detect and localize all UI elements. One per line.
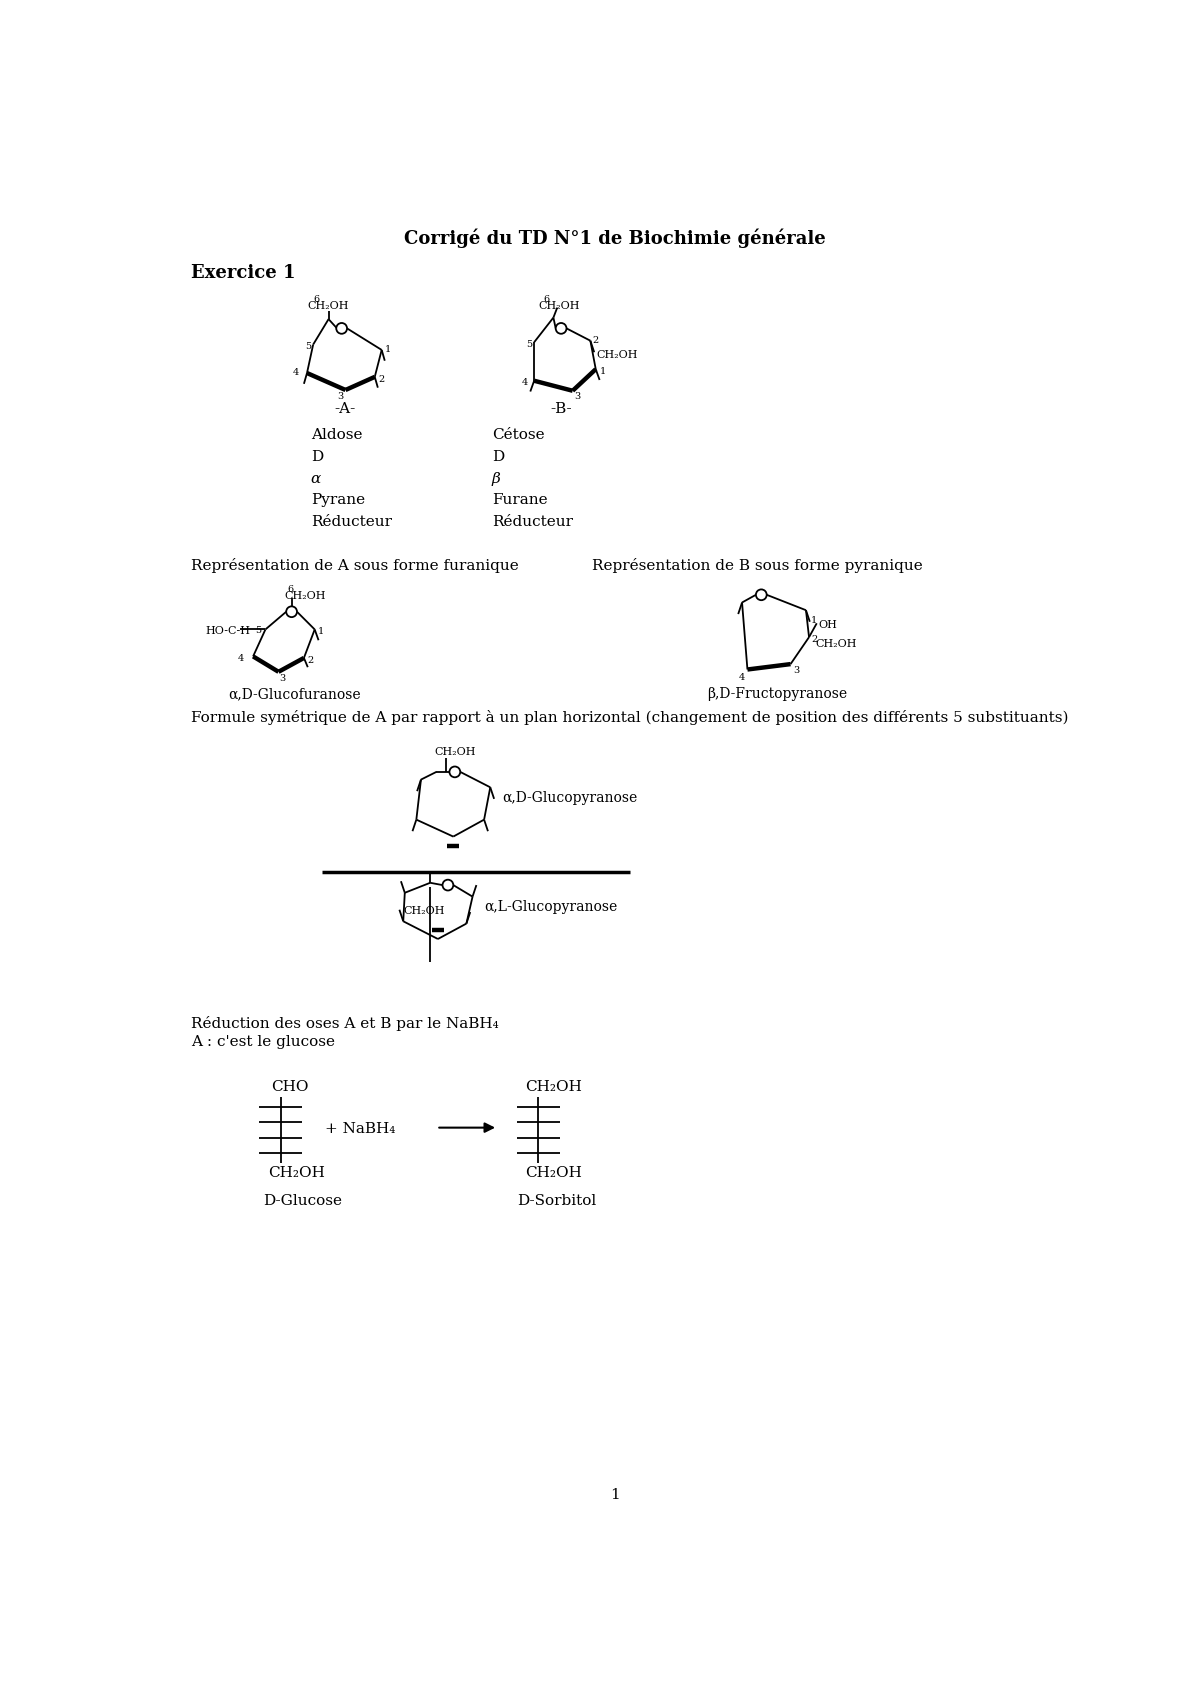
Text: α: α	[311, 472, 322, 485]
Text: 6: 6	[544, 295, 550, 304]
Text: CH₂OH: CH₂OH	[307, 302, 348, 312]
Text: CH₂OH: CH₂OH	[815, 638, 857, 648]
Text: 5: 5	[306, 343, 312, 351]
Text: 1: 1	[318, 628, 324, 636]
Circle shape	[336, 322, 347, 334]
Text: CH₂OH: CH₂OH	[403, 906, 445, 916]
Text: Exercice 1: Exercice 1	[192, 263, 296, 282]
Text: 6: 6	[288, 585, 294, 594]
Text: Représentation de A sous forme furanique: Représentation de A sous forme furanique	[192, 558, 520, 574]
Text: 1: 1	[385, 344, 391, 355]
Circle shape	[450, 767, 461, 777]
Text: α,L-Glucopyranose: α,L-Glucopyranose	[484, 901, 617, 915]
Text: -A-: -A-	[335, 402, 356, 416]
Text: Représentation de B sous forme pyranique: Représentation de B sous forme pyranique	[592, 558, 923, 574]
Text: 3: 3	[574, 392, 581, 400]
Text: CH₂OH: CH₂OH	[269, 1166, 325, 1179]
Text: Réducteur: Réducteur	[492, 514, 572, 529]
Text: D-Glucose: D-Glucose	[263, 1195, 342, 1208]
Text: 1: 1	[810, 616, 817, 626]
Text: D-Sorbitol: D-Sorbitol	[517, 1195, 596, 1208]
Text: HO-C-H: HO-C-H	[205, 626, 251, 636]
Text: Corrigé du TD N°1 de Biochimie générale: Corrigé du TD N°1 de Biochimie générale	[404, 229, 826, 248]
Text: Formule symétrique de A par rapport à un plan horizontal (changement de position: Formule symétrique de A par rapport à un…	[192, 711, 1069, 725]
Text: CH₂OH: CH₂OH	[524, 1079, 582, 1095]
Text: 4: 4	[739, 672, 745, 682]
Text: 5: 5	[526, 339, 532, 350]
Text: 2: 2	[811, 635, 817, 643]
Text: 3: 3	[337, 392, 344, 400]
Circle shape	[287, 606, 296, 618]
Text: β,D-Fructopyranose: β,D-Fructopyranose	[707, 687, 847, 701]
Text: 4: 4	[293, 368, 299, 377]
Text: 6: 6	[313, 295, 319, 304]
Circle shape	[556, 322, 566, 334]
Text: CH₂OH: CH₂OH	[434, 747, 475, 757]
Text: OH: OH	[818, 619, 838, 630]
Text: Réduction des oses A et B par le NaBH₄: Réduction des oses A et B par le NaBH₄	[192, 1017, 499, 1032]
Text: D: D	[492, 450, 504, 463]
Text: 4: 4	[522, 378, 528, 387]
Text: Cétose: Cétose	[492, 428, 545, 443]
Text: 3: 3	[793, 665, 799, 675]
Text: -B-: -B-	[551, 402, 572, 416]
Text: α,D-Glucopyranose: α,D-Glucopyranose	[502, 791, 637, 804]
Text: CHO: CHO	[271, 1079, 308, 1095]
Circle shape	[443, 879, 454, 891]
Text: A : c'est le glucose: A : c'est le glucose	[192, 1035, 336, 1049]
Text: CH₂OH: CH₂OH	[284, 591, 325, 601]
Text: 3: 3	[280, 674, 286, 684]
Circle shape	[756, 589, 767, 601]
Text: α,D-Glucofuranose: α,D-Glucofuranose	[228, 687, 361, 701]
Text: + NaBH₄: + NaBH₄	[325, 1122, 395, 1137]
Text: 1: 1	[600, 367, 606, 375]
Text: CH₂OH: CH₂OH	[538, 302, 580, 312]
Text: β: β	[492, 472, 500, 485]
Text: 2: 2	[379, 375, 385, 384]
Text: Pyrane: Pyrane	[311, 494, 365, 507]
Text: 4: 4	[238, 653, 244, 664]
Text: 1: 1	[610, 1488, 620, 1502]
Text: CH₂OH: CH₂OH	[596, 350, 638, 360]
Text: Aldose: Aldose	[311, 428, 362, 443]
Text: 5: 5	[256, 626, 262, 635]
Text: D: D	[311, 450, 323, 463]
Text: 2: 2	[593, 336, 599, 344]
Text: CH₂OH: CH₂OH	[524, 1166, 582, 1179]
Text: Réducteur: Réducteur	[311, 514, 392, 529]
Text: Furane: Furane	[492, 494, 547, 507]
Text: 2: 2	[307, 657, 313, 665]
